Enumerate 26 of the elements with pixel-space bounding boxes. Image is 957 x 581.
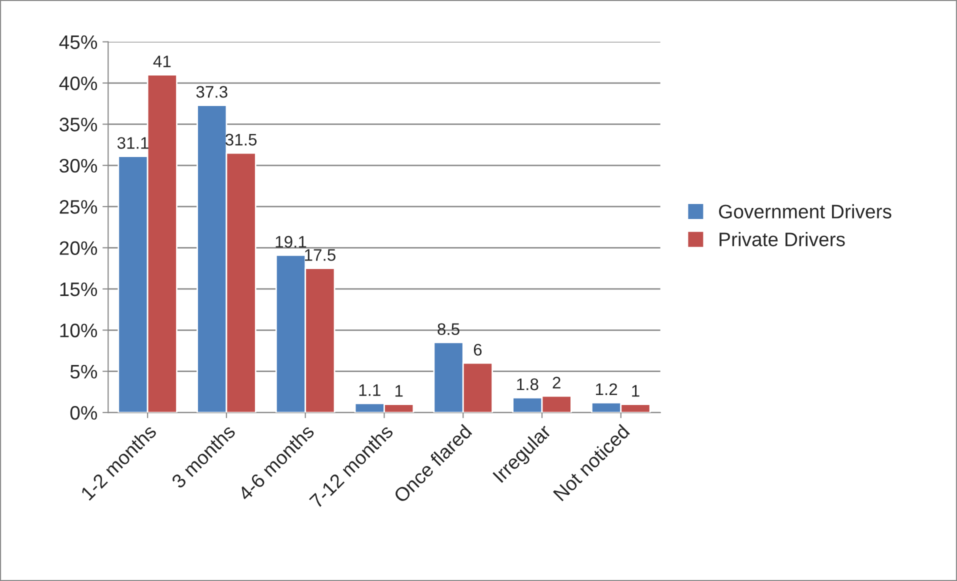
y-tick-label: 5% xyxy=(70,364,98,379)
legend-label: Government Drivers xyxy=(719,204,892,218)
data-label: 31.5 xyxy=(225,134,257,146)
data-label: 1.8 xyxy=(517,378,538,390)
y-tick-label: 25% xyxy=(60,200,98,214)
data-label: 1 xyxy=(395,385,403,397)
y-tick-label: 30% xyxy=(60,158,98,173)
y-tick-label: 15% xyxy=(60,282,98,296)
y-tick-label: 10% xyxy=(60,324,98,338)
data-label: 37.3 xyxy=(196,86,228,98)
data-label: 1 xyxy=(632,385,640,397)
y-tick-label: 45% xyxy=(59,35,98,50)
legend-label: Private Drivers xyxy=(720,232,845,246)
data-label: 19.1 xyxy=(276,236,306,248)
y-tick-label: 20% xyxy=(60,241,98,255)
y-tick-label: 0% xyxy=(70,406,98,420)
data-label: 41 xyxy=(153,56,171,68)
data-label: 1.1 xyxy=(359,384,380,396)
data-label: 8.5 xyxy=(438,323,460,336)
data-label: 6 xyxy=(474,344,482,356)
data-label: 1.2 xyxy=(596,383,618,395)
data-label: 31.1 xyxy=(117,137,148,149)
data-label: 2 xyxy=(552,376,560,388)
y-tick-label: 40% xyxy=(59,76,98,90)
y-tick-label: 35% xyxy=(60,118,98,132)
data-label: 17.5 xyxy=(305,249,336,261)
